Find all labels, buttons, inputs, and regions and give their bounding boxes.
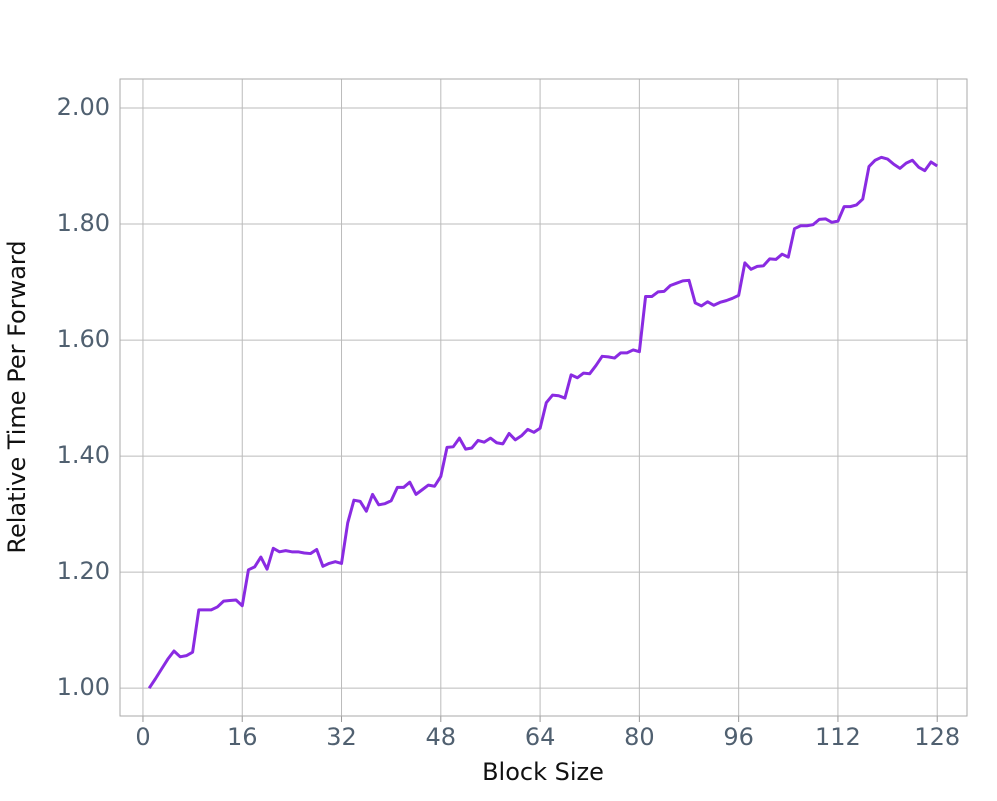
x-tick-label: 16 (227, 723, 258, 751)
data-line (147, 155, 939, 689)
y-tick-label: 1.00 (57, 673, 110, 701)
x-tick-label: 128 (914, 723, 960, 751)
x-tick-label: 80 (624, 723, 655, 751)
y-tick-label: 1.40 (57, 441, 110, 469)
x-tick-label: 0 (135, 723, 150, 751)
x-tick-label: 32 (326, 723, 357, 751)
x-tick-label: 64 (525, 723, 556, 751)
x-tick-label: 48 (426, 723, 457, 751)
y-tick-label: 1.80 (57, 209, 110, 237)
y-tick-label: 1.60 (57, 325, 110, 353)
x-axis-title: Block Size (482, 758, 604, 786)
x-tick-label: 112 (815, 723, 861, 751)
x-tick-label: 96 (723, 723, 754, 751)
y-tick-label: 1.20 (57, 557, 110, 585)
y-tick-label: 2.00 (57, 93, 110, 121)
plot-frame (119, 78, 968, 717)
y-axis-title: Relative Time Per Forward (3, 240, 31, 553)
